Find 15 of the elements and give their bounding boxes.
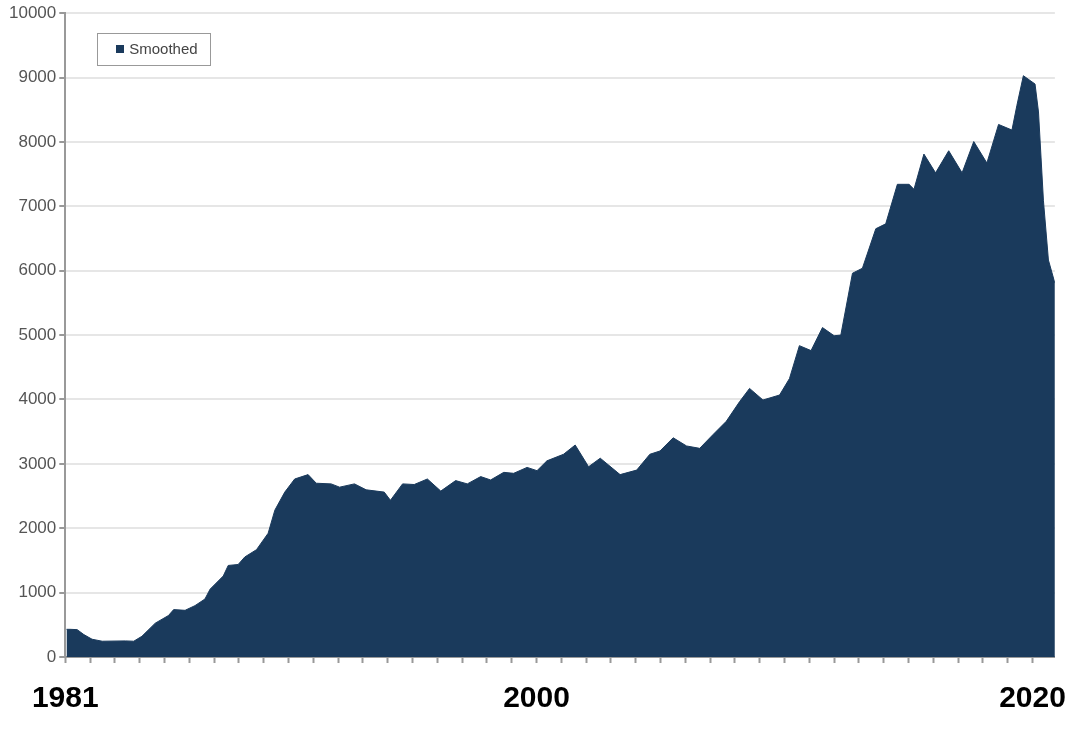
x-tick-label: 1981 <box>31 680 99 714</box>
y-tick-label: 5000 <box>18 324 57 344</box>
y-tick-label: 10000 <box>8 2 57 22</box>
legend-label: Smoothed <box>129 40 198 58</box>
y-tick-label: 8000 <box>18 131 57 151</box>
y-tick-label: 6000 <box>18 260 57 280</box>
y-tick-label: 3000 <box>18 453 57 473</box>
y-tick-label: 7000 <box>18 196 57 216</box>
y-tick-label: 1000 <box>18 582 57 602</box>
x-tick-label: 2000 <box>503 680 570 714</box>
y-tick-label: 0 <box>46 646 57 666</box>
x-tick-label: 2020 <box>999 680 1066 714</box>
y-tick-label: 2000 <box>18 517 57 537</box>
y-tick-label: 9000 <box>18 67 57 87</box>
y-tick-label: 4000 <box>18 389 57 409</box>
